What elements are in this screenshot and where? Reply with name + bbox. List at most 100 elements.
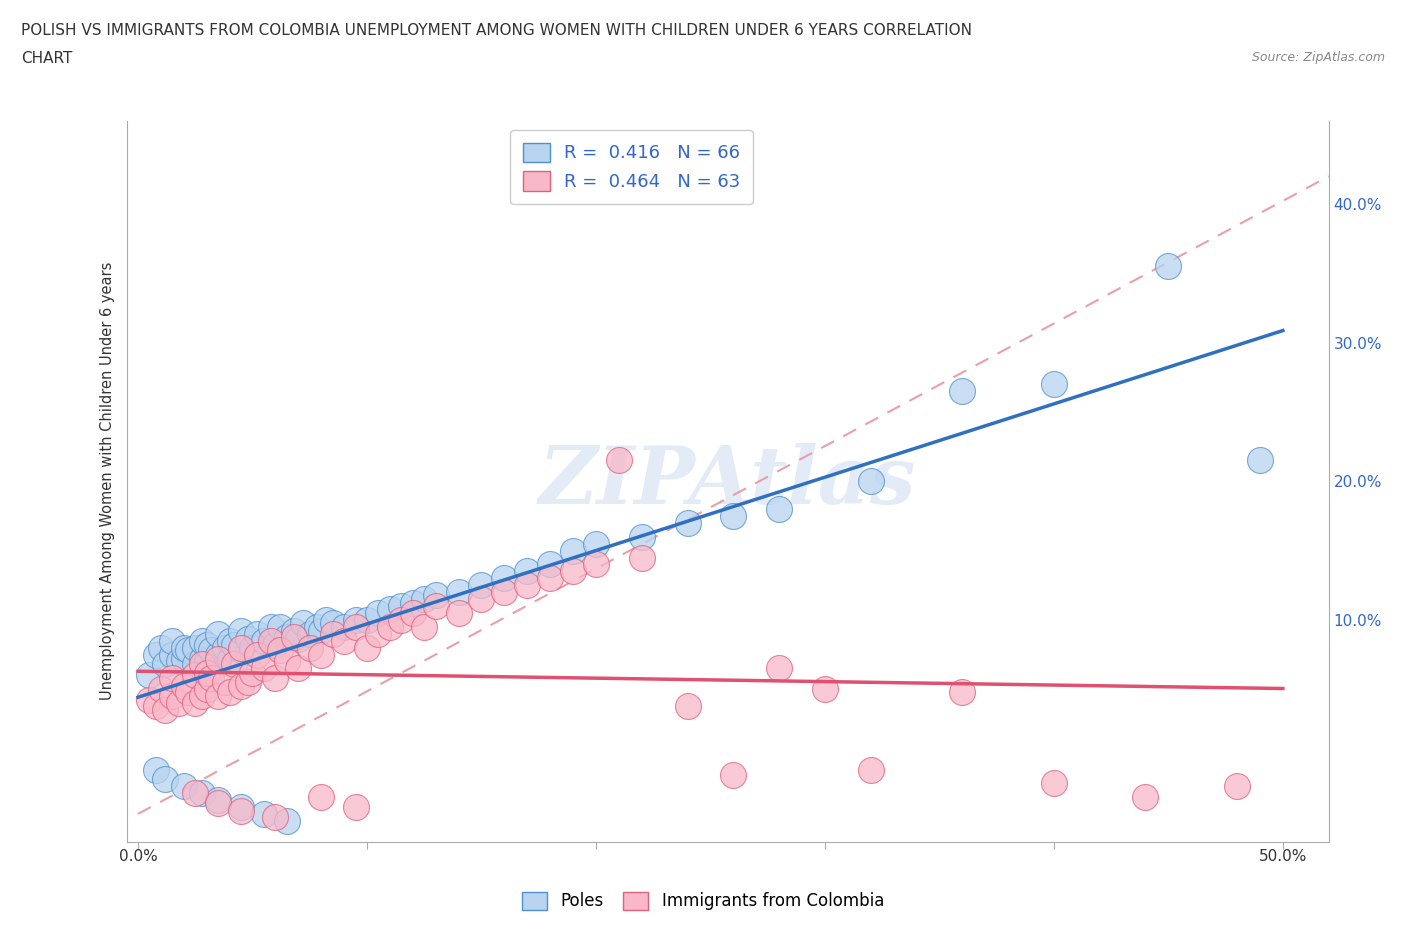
Point: [470, 591, 492, 606]
Point: [145, 763, 167, 777]
Point: [177, 643, 200, 658]
Point: [562, 543, 585, 558]
Point: [229, 640, 252, 655]
Point: [162, 689, 184, 704]
Point: [236, 631, 259, 646]
Point: [214, 640, 236, 655]
Point: [149, 640, 172, 655]
Point: [607, 453, 630, 468]
Legend: R =  0.416   N = 66, R =  0.464   N = 63: R = 0.416 N = 66, R = 0.464 N = 63: [510, 130, 754, 204]
Point: [173, 778, 195, 793]
Point: [207, 647, 229, 662]
Point: [200, 643, 222, 658]
Point: [1043, 377, 1066, 392]
Point: [1157, 259, 1180, 273]
Point: [676, 515, 699, 530]
Point: [356, 640, 378, 655]
Point: [516, 564, 538, 578]
Point: [264, 809, 287, 824]
Point: [367, 605, 389, 620]
Point: [344, 619, 367, 634]
Point: [184, 657, 207, 671]
Point: [298, 626, 321, 641]
Point: [167, 696, 190, 711]
Point: [723, 767, 745, 782]
Point: [538, 571, 561, 586]
Point: [155, 702, 177, 717]
Point: [276, 654, 298, 669]
Point: [402, 605, 425, 620]
Point: [283, 623, 305, 638]
Point: [1043, 776, 1066, 790]
Point: [264, 671, 287, 685]
Point: [191, 651, 214, 666]
Point: [246, 626, 269, 641]
Legend: Poles, Immigrants from Colombia: Poles, Immigrants from Colombia: [515, 885, 891, 917]
Point: [356, 613, 378, 628]
Point: [378, 619, 401, 634]
Point: [224, 637, 246, 652]
Point: [516, 578, 538, 592]
Point: [207, 795, 229, 810]
Point: [344, 613, 367, 628]
Point: [162, 633, 184, 648]
Point: [859, 763, 882, 777]
Point: [315, 613, 337, 628]
Point: [344, 800, 367, 815]
Point: [389, 613, 412, 628]
Point: [333, 633, 356, 648]
Point: [630, 550, 652, 565]
Point: [367, 626, 389, 641]
Point: [191, 633, 214, 648]
Point: [195, 682, 218, 697]
Point: [402, 596, 425, 611]
Point: [291, 616, 314, 631]
Point: [264, 637, 287, 652]
Point: [630, 529, 652, 544]
Point: [814, 682, 837, 697]
Point: [494, 585, 516, 600]
Point: [562, 564, 585, 578]
Text: ZIPAtlas: ZIPAtlas: [538, 443, 917, 520]
Point: [309, 790, 332, 804]
Point: [138, 668, 160, 683]
Point: [149, 682, 172, 697]
Point: [276, 629, 298, 644]
Point: [298, 640, 321, 655]
Point: [173, 651, 195, 666]
Point: [1226, 778, 1249, 793]
Point: [195, 665, 218, 680]
Point: [287, 631, 309, 646]
Point: [229, 679, 252, 694]
Text: 0.0%: 0.0%: [118, 848, 157, 864]
Point: [322, 626, 344, 641]
Text: POLISH VS IMMIGRANTS FROM COLOMBIA UNEMPLOYMENT AMONG WOMEN WITH CHILDREN UNDER : POLISH VS IMMIGRANTS FROM COLOMBIA UNEMP…: [21, 23, 972, 38]
Point: [218, 651, 240, 666]
Point: [494, 571, 516, 586]
Point: [447, 605, 470, 620]
Point: [229, 623, 252, 638]
Point: [585, 537, 607, 551]
Point: [287, 661, 309, 676]
Point: [195, 637, 218, 652]
Point: [184, 640, 207, 655]
Point: [950, 684, 973, 699]
Point: [184, 786, 207, 801]
Point: [218, 633, 240, 648]
Point: [242, 665, 264, 680]
Point: [191, 657, 214, 671]
Point: [246, 647, 269, 662]
Point: [413, 619, 436, 634]
Point: [950, 384, 973, 399]
Point: [229, 804, 252, 818]
Point: [218, 684, 240, 699]
Point: [155, 657, 177, 671]
Point: [145, 698, 167, 713]
Text: 50.0%: 50.0%: [1258, 848, 1308, 864]
Point: [200, 671, 222, 685]
Point: [585, 557, 607, 572]
Point: [269, 643, 291, 658]
Point: [389, 599, 412, 614]
Point: [276, 814, 298, 829]
Point: [859, 474, 882, 489]
